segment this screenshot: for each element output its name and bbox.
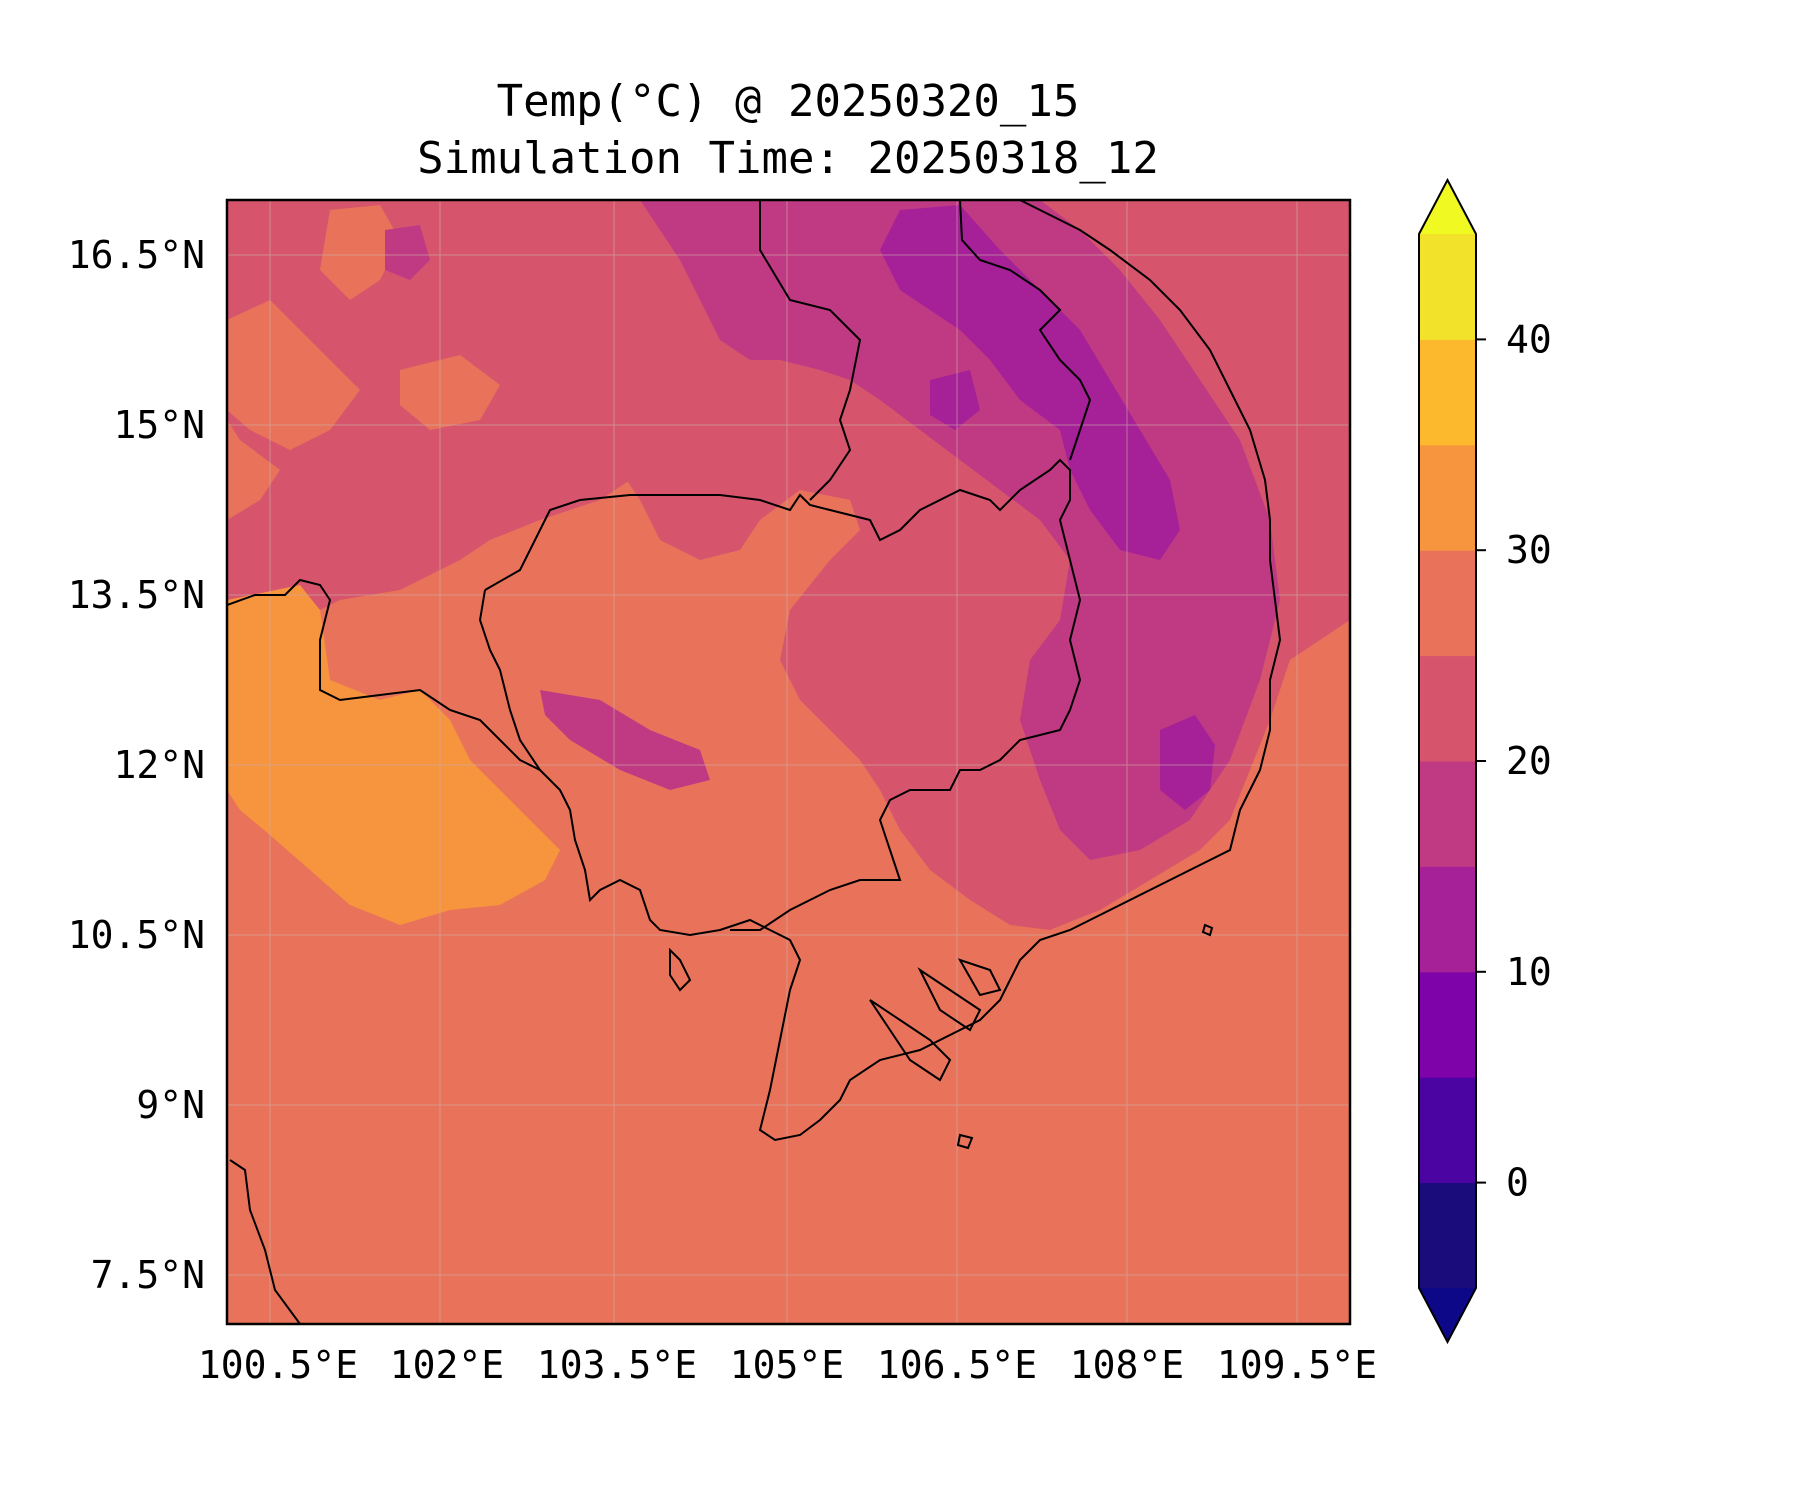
lat-tick-label: 15°N xyxy=(113,403,205,447)
map-boundaries xyxy=(227,200,1282,1324)
colorbar-band xyxy=(1419,761,1476,867)
title-line-2: Simulation Time: 20250318_12 xyxy=(417,133,1159,184)
lon-tick-label: 106.5°E xyxy=(877,1343,1037,1387)
colorbar-tick-label: 0 xyxy=(1506,1161,1529,1205)
colorbar-band xyxy=(1419,866,1476,973)
temperature-region-cold-pocket-west xyxy=(930,370,980,430)
temperature-region-cold-pocket-south xyxy=(1160,715,1215,810)
lon-tick-label: 105°E xyxy=(730,1343,844,1387)
lat-tick-label: 10.5°N xyxy=(68,913,205,957)
colorbar-over-arrow xyxy=(1419,180,1476,234)
border-thailand-cambodia-west xyxy=(478,589,541,771)
colorbar-band xyxy=(1419,234,1476,340)
colorbar: 0 10 20 30 40 xyxy=(1418,177,1552,1345)
temperature-region-north-warm-pocket xyxy=(320,205,400,300)
lat-tick-label: 12°N xyxy=(113,743,205,787)
colorbar-band xyxy=(1419,1182,1476,1289)
lat-tick-label: 7.5°N xyxy=(91,1253,205,1297)
lat-tick-label: 16.5°N xyxy=(68,233,205,277)
colorbar-band xyxy=(1419,550,1476,657)
coastline-thailand-gulf xyxy=(227,200,1282,1142)
latitude-axis: 16.5°N 15°N 13.5°N 12°N 10.5°N 9°N 7.5°N xyxy=(68,233,205,1297)
colorbar-tick-label: 40 xyxy=(1506,317,1552,361)
colorbar-band xyxy=(1419,339,1476,446)
colorbar-tick-label: 10 xyxy=(1506,950,1552,994)
map-gridlines xyxy=(227,200,1350,1324)
lat-tick-label: 13.5°N xyxy=(68,573,205,617)
colorbar-band xyxy=(1419,444,1476,551)
lon-tick-label: 100.5°E xyxy=(198,1343,358,1387)
colorbar-outline xyxy=(1418,177,1477,1345)
map-frame xyxy=(225,198,1352,1326)
lon-tick-label: 102°E xyxy=(390,1343,504,1387)
temperature-region-cool-north xyxy=(640,200,1280,860)
coastline-malaysia xyxy=(229,1159,301,1324)
temperature-region-cold-highlands xyxy=(880,205,1180,560)
border-cambodia xyxy=(484,458,1082,931)
temperature-region-cool-islet xyxy=(385,225,430,280)
border-laos-east xyxy=(959,200,1092,461)
lon-tick-label: 108°E xyxy=(1070,1343,1184,1387)
lat-tick-label: 9°N xyxy=(136,1083,205,1127)
title-line-1: Temp(°C) @ 20250320_15 xyxy=(497,76,1080,127)
coastline-islands xyxy=(669,923,1214,1150)
colorbar-band xyxy=(1419,1077,1476,1184)
colorbar-band xyxy=(1419,971,1476,1078)
colorbar-tick-label: 30 xyxy=(1506,528,1552,572)
border-laos-vietnam xyxy=(759,200,862,501)
lon-tick-label: 109.5°E xyxy=(1217,1343,1377,1387)
colorbar-band xyxy=(1419,655,1476,762)
temperature-region-gulf-warm xyxy=(227,585,560,925)
map-panel xyxy=(227,200,1350,1324)
colorbar-under-arrow xyxy=(1419,1288,1476,1342)
temperature-region-central-pocket xyxy=(400,355,500,430)
colorbar-tick-label: 20 xyxy=(1506,739,1552,783)
temperature-region-west-warm-pocket xyxy=(227,300,360,450)
lon-tick-label: 103.5°E xyxy=(537,1343,697,1387)
longitude-axis: 100.5°E 102°E 103.5°E 105°E 106.5°E 108°… xyxy=(198,1343,1377,1387)
